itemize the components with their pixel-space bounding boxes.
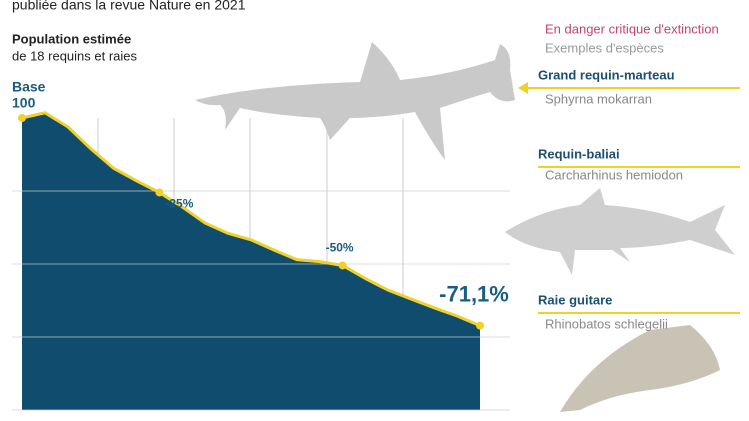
hammerhead-shark (195, 42, 515, 160)
species-latin: Carcharhinus hemiodon (545, 167, 683, 182)
area (22, 112, 480, 410)
header: publiée dans la revue Nature en 2021 (12, 0, 246, 13)
species-latin: Sphyrna mokarran (545, 91, 652, 106)
line (21, 111, 481, 327)
legend-examples: Exemples d'espèces (545, 40, 664, 55)
annotation: -25% (165, 197, 193, 211)
chart-title: Population estimée (12, 31, 131, 46)
legend-critical: En danger critique d'extinction (545, 21, 719, 36)
point (18, 114, 26, 122)
chart-subtitle: de 18 requins et raies (12, 48, 138, 63)
species-name: Requin-baliai (538, 146, 620, 161)
annotation: -71,1% (439, 281, 509, 306)
point (155, 188, 164, 197)
annotation: -50% (326, 241, 354, 255)
base-label: Base (12, 79, 46, 95)
species-name: Raie guitare (538, 292, 612, 307)
y-tick-label: 100 (12, 95, 36, 111)
point (338, 261, 347, 270)
point (476, 321, 484, 330)
raie-guitare-shape (560, 325, 720, 412)
requin-baliai-shape (505, 188, 735, 275)
pointer-arrow (518, 82, 528, 94)
species-latin: Rhinobatos schlegelii (545, 316, 668, 331)
species-name: Grand requin-marteau (538, 67, 675, 82)
